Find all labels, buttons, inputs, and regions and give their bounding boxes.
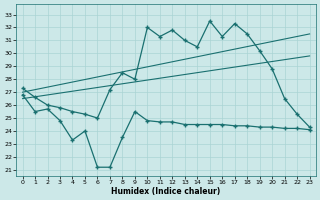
X-axis label: Humidex (Indice chaleur): Humidex (Indice chaleur) bbox=[111, 187, 221, 196]
